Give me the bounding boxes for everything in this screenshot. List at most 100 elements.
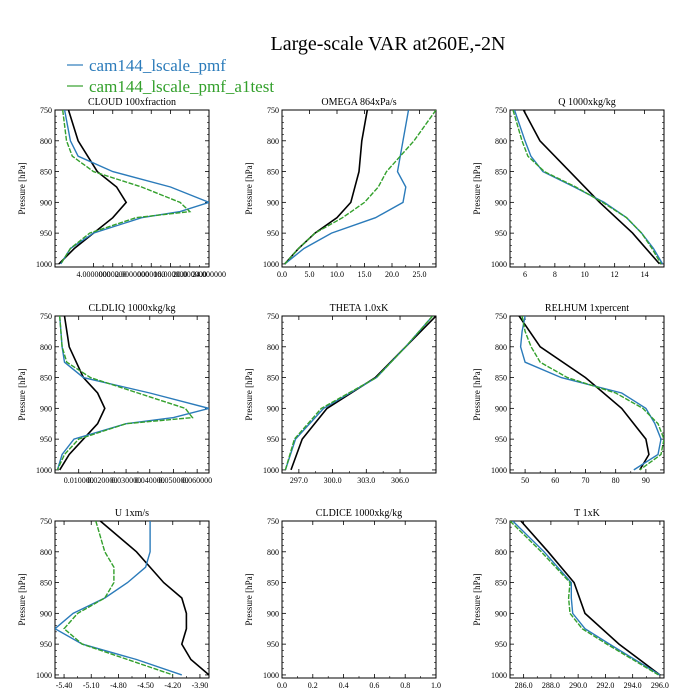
y-tick-label: 850 [495, 374, 507, 383]
panel-title: THETA 1.0xK [330, 303, 389, 314]
x-tick-label: 5.0 [305, 270, 315, 279]
series-line-s1 [284, 316, 434, 471]
x-tick-label: 296.0 [651, 681, 669, 690]
x-tick-label: 0.040000 [135, 476, 165, 485]
x-tick-label: 0.050000 [158, 476, 188, 485]
panel-2: OMEGA 864xPa/s Pressure [hPa] 750 800 850 900… [244, 97, 437, 279]
legend-label-2: cam144_lscale_pmf_a1test [89, 77, 274, 96]
panel-8: CLDICE 1000xkg/kg Pressure [hPa] 750 800 850… [244, 508, 441, 690]
series-line-s1 [512, 521, 661, 676]
panel-title: CLDLIQ 1000xkg/kg [89, 303, 176, 314]
x-tick-label: 20.000000 [173, 270, 207, 279]
y-tick-label: 750 [267, 517, 279, 526]
y-tick-label: 1000 [36, 260, 52, 269]
x-tick-label: 0.030000 [111, 476, 141, 485]
y-tick-label: 1000 [263, 260, 279, 269]
y-tick-label: 850 [495, 168, 507, 177]
panel-title: RELHUM 1xpercent [545, 303, 629, 314]
y-axis-label: Pressure [hPa] [472, 573, 482, 625]
y-tick-label: 1000 [491, 260, 507, 269]
y-tick-label: 800 [267, 137, 279, 146]
x-tick-label: -4.80 [110, 681, 127, 690]
series-line-ref [522, 110, 661, 265]
panel-title: Q 1000xkg/kg [558, 97, 616, 108]
x-tick-label: -5.10 [83, 681, 100, 690]
x-tick-label: 12 [611, 270, 619, 279]
y-tick-label: 800 [40, 343, 52, 352]
x-tick-label: 2.0000000 [115, 270, 149, 279]
y-tick-label: 850 [267, 579, 279, 588]
series-line-ref [518, 316, 650, 471]
y-tick-label: 950 [267, 435, 279, 444]
plot-frame [54, 520, 210, 679]
x-tick-label: 0.060000 [182, 476, 212, 485]
y-tick-label: 900 [495, 404, 507, 413]
y-tick-label: 900 [267, 404, 279, 413]
y-tick-label: 900 [267, 198, 279, 207]
series-line-s2 [512, 110, 662, 265]
y-tick-label: 800 [40, 137, 52, 146]
y-axis-label: Pressure [hPa] [17, 368, 27, 420]
panel-9: T 1xK Pressure [hPa] 750 800 850 900 950 1000 28… [472, 508, 669, 690]
y-axis-label: Pressure [hPa] [244, 162, 254, 214]
y-tick-label: 1000 [491, 671, 507, 680]
x-tick-label: 297.0 [290, 476, 308, 485]
y-tick-label: 950 [267, 229, 279, 238]
y-tick-label: 950 [495, 640, 507, 649]
panel-title: CLOUD 100xfraction [88, 97, 176, 108]
x-tick-label: 60 [551, 476, 559, 485]
y-tick-label: 850 [267, 168, 279, 177]
y-tick-label: 800 [495, 137, 507, 146]
y-tick-label: 900 [267, 609, 279, 618]
plot-frame [281, 315, 437, 474]
panel-title: U 1xm/s [115, 508, 149, 519]
y-tick-label: 950 [40, 435, 52, 444]
y-tick-label: 1000 [36, 466, 52, 475]
x-tick-label: 0000000 [99, 270, 127, 279]
x-tick-label: 0.4 [339, 681, 349, 690]
x-tick-label: 303.0 [357, 476, 375, 485]
y-tick-label: 900 [40, 404, 52, 413]
y-tick-label: 900 [40, 609, 52, 618]
x-tick-label: 8 [553, 270, 557, 279]
y-tick-label: 750 [495, 517, 507, 526]
x-tick-label: 0000000 [137, 270, 165, 279]
legend-label-1: cam144_lscale_pmf [89, 56, 226, 75]
series-line-s1 [519, 316, 662, 471]
y-tick-label: 750 [267, 312, 279, 321]
series-line-ref [284, 110, 369, 265]
panel-3: Q 1000xkg/kg Pressure [hPa] 750 800 850 900 95… [472, 97, 665, 279]
x-tick-label: 292.0 [596, 681, 614, 690]
series-line-s2 [56, 316, 194, 471]
y-tick-label: 1000 [36, 671, 52, 680]
y-tick-label: 950 [495, 229, 507, 238]
x-tick-label: -5.40 [56, 681, 73, 690]
plot-frame [509, 315, 665, 474]
y-tick-label: 850 [495, 579, 507, 588]
panel-7: U 1xm/s Pressure [hPa] 750 800 850 900 950 1000… [17, 508, 210, 690]
x-tick-label: 0.8 [400, 681, 410, 690]
x-tick-label: 0.2 [308, 681, 318, 690]
series-line-s2 [521, 316, 664, 471]
x-tick-label: -4.20 [164, 681, 181, 690]
panel-5: THETA 1.0xK Pressure [hPa] 750 800 850 900 950… [244, 303, 437, 485]
series-line-s1 [60, 110, 209, 265]
y-tick-label: 850 [40, 579, 52, 588]
x-tick-label: 50 [521, 476, 529, 485]
y-axis-label: Pressure [hPa] [17, 162, 27, 214]
panel-title: T 1xK [574, 508, 600, 519]
x-tick-label: 10 [581, 270, 589, 279]
y-axis-label: Pressure [hPa] [472, 162, 482, 214]
series-line-ref [99, 521, 209, 676]
y-tick-label: 900 [40, 198, 52, 207]
y-tick-label: 750 [40, 312, 52, 321]
series-line-s2 [63, 521, 174, 676]
x-tick-label: 90 [642, 476, 650, 485]
series-line-s1 [56, 316, 209, 471]
panel-4: CLDLIQ 1000xkg/kg Pressure [hPa] 750 800 850… [17, 303, 212, 485]
x-tick-label: -3.90 [192, 681, 209, 690]
y-tick-label: 900 [495, 609, 507, 618]
y-tick-label: 800 [267, 343, 279, 352]
y-tick-label: 950 [495, 435, 507, 444]
